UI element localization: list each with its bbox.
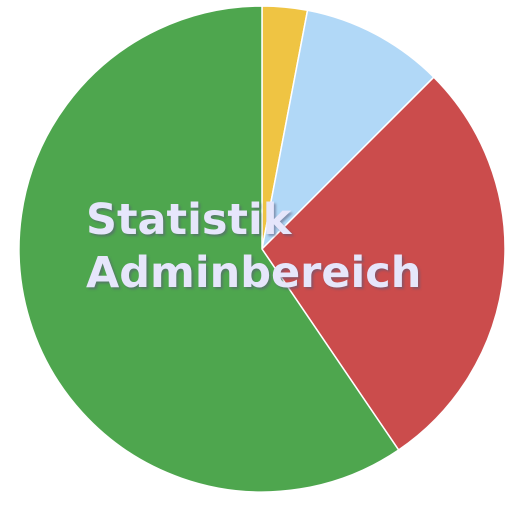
pie-slice-3 [261,76,506,452]
pie-slice-4 [18,5,400,493]
pie-slice-2 [260,9,435,252]
